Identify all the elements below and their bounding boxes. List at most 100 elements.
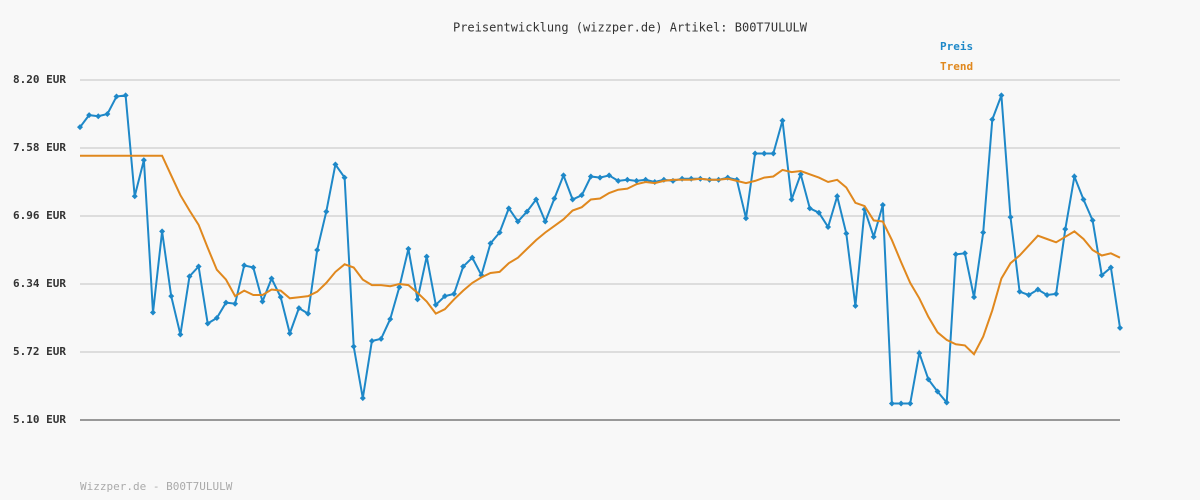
marker xyxy=(122,92,129,99)
marker xyxy=(888,400,895,407)
y-tick-label: 8.20 EUR xyxy=(13,73,66,86)
marker xyxy=(542,218,549,225)
marker xyxy=(1062,226,1069,233)
marker xyxy=(451,290,458,297)
marker xyxy=(104,111,111,117)
marker xyxy=(305,310,312,317)
marker xyxy=(961,250,968,257)
marker xyxy=(980,229,987,236)
marker xyxy=(286,330,293,337)
marker xyxy=(679,175,686,182)
marker xyxy=(797,171,804,178)
marker xyxy=(213,315,220,321)
marker xyxy=(396,284,403,291)
marker xyxy=(806,205,813,212)
marker xyxy=(432,301,439,308)
marker xyxy=(761,150,768,157)
marker xyxy=(524,208,531,215)
marker xyxy=(989,116,996,123)
marker xyxy=(1107,264,1114,271)
marker xyxy=(597,174,603,181)
marker xyxy=(1034,286,1041,293)
marker xyxy=(496,229,503,236)
marker xyxy=(943,399,950,406)
marker xyxy=(149,309,156,316)
y-tick-label: 6.96 EUR xyxy=(13,209,66,222)
marker xyxy=(907,400,914,407)
y-tick-label: 6.34 EUR xyxy=(13,277,66,290)
marker xyxy=(168,293,175,300)
marker xyxy=(952,251,959,258)
marker xyxy=(834,193,841,200)
marker xyxy=(578,192,585,199)
marker xyxy=(140,157,147,164)
marker xyxy=(560,172,567,179)
marker xyxy=(606,172,613,179)
marker xyxy=(870,233,877,240)
marker xyxy=(551,195,558,202)
marker xyxy=(232,300,239,307)
y-tick-label: 5.72 EUR xyxy=(13,345,66,358)
marker xyxy=(460,263,467,270)
marker xyxy=(1080,196,1087,203)
marker xyxy=(971,294,978,301)
marker xyxy=(1071,173,1078,180)
marker xyxy=(131,193,138,200)
marker xyxy=(1089,217,1096,224)
marker xyxy=(825,223,832,230)
marker xyxy=(1025,291,1032,298)
marker xyxy=(268,275,275,282)
marker xyxy=(1044,291,1051,298)
marker xyxy=(615,177,622,184)
marker xyxy=(843,230,850,237)
marker xyxy=(368,338,375,345)
marker xyxy=(113,93,120,100)
marker xyxy=(852,302,859,309)
line-0 xyxy=(79,94,1121,406)
legend-entry: Preis xyxy=(940,40,973,53)
marker xyxy=(633,177,640,184)
marker xyxy=(879,202,886,209)
marker xyxy=(204,320,211,327)
marker xyxy=(934,388,941,395)
marker xyxy=(323,208,330,215)
marker xyxy=(587,173,594,180)
marker xyxy=(195,263,202,270)
marker xyxy=(350,343,357,350)
marker xyxy=(998,92,1005,99)
marker xyxy=(569,196,576,203)
marker xyxy=(624,176,631,183)
marker xyxy=(259,298,266,305)
marker xyxy=(423,253,430,260)
y-tick-label: 5.10 EUR xyxy=(13,413,66,426)
marker xyxy=(159,228,166,235)
marker xyxy=(405,245,412,252)
marker xyxy=(487,240,494,247)
marker xyxy=(241,262,248,269)
legend-entry: Trend xyxy=(940,60,973,73)
marker xyxy=(916,350,923,357)
line-1 xyxy=(80,154,1121,356)
marker xyxy=(277,294,284,301)
marker xyxy=(788,196,795,203)
marker xyxy=(86,112,93,119)
marker xyxy=(925,376,932,383)
marker xyxy=(770,150,777,157)
marker xyxy=(314,247,321,253)
chart-title: Preisentwicklung (wizzper.de) Artikel: B… xyxy=(453,21,808,35)
marker xyxy=(387,316,394,323)
y-tick-label: 7.58 EUR xyxy=(13,141,66,154)
marker xyxy=(742,215,749,222)
marker xyxy=(533,196,540,203)
marker xyxy=(378,335,385,342)
marker xyxy=(779,117,786,124)
marker xyxy=(1053,290,1060,297)
marker xyxy=(77,124,83,131)
marker xyxy=(1098,272,1105,279)
marker xyxy=(295,305,302,312)
marker xyxy=(1117,324,1123,331)
marker xyxy=(222,299,229,306)
marker xyxy=(341,174,348,181)
